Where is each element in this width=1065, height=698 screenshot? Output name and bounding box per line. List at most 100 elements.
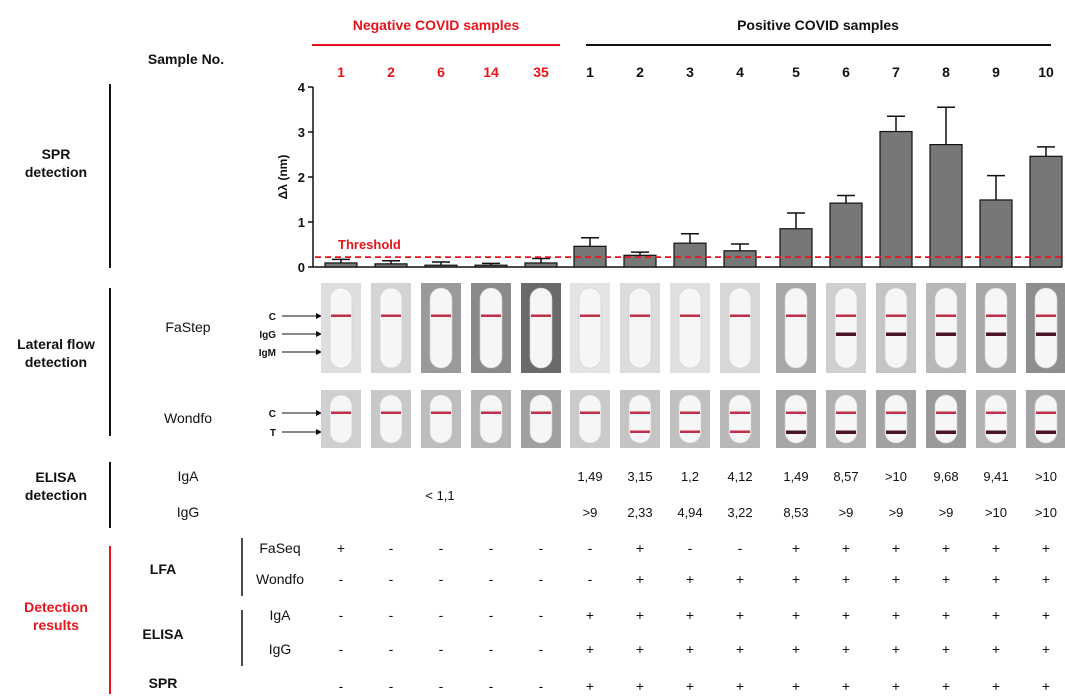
result-value: - [539,540,544,556]
result-value: - [339,607,344,623]
result-value: + [892,641,900,657]
lfa-strip-window [578,394,602,444]
lfa-row-label: FaStep [165,319,210,335]
lfa-strip [720,283,760,373]
result-value: - [339,641,344,657]
threshold-label: Threshold [338,237,401,252]
lfa-row-label: Wondfo [164,410,212,426]
result-value: - [489,678,494,694]
lfa-band [680,411,700,414]
result-value: + [942,540,950,556]
lfa-strip-window [529,287,553,369]
lfa-band [886,332,906,336]
lfa-band [531,411,551,414]
result-value: + [842,571,850,587]
lfa-strip [926,390,966,448]
bar [374,263,408,268]
result-value: + [736,607,744,623]
result-value: + [842,678,850,694]
lfa-band [786,411,806,414]
result-value: - [439,678,444,694]
result-value: - [389,607,394,623]
result-value: + [942,641,950,657]
lfa-band [836,430,856,434]
lfa-strip [926,283,966,373]
result-value: + [636,540,644,556]
lfa-marker-arrowhead [316,313,322,319]
result-value: - [439,641,444,657]
y-tick-label: 2 [298,170,305,185]
result-value: + [636,571,644,587]
elisa-value: 8,57 [833,469,858,484]
lfa-strip-window [678,287,702,369]
result-value: + [992,641,1000,657]
bar [723,250,757,268]
elisa-value: >10 [885,469,907,484]
result-value: - [389,540,394,556]
section-results: Detection results [24,546,111,694]
bar [324,262,358,268]
lfa-marker-label: IgG [259,330,276,341]
elisa-value: >10 [985,505,1007,520]
bar [929,144,963,268]
lfa-band [630,430,650,433]
lfa-strip-window [884,287,908,369]
elisa-value: >9 [839,505,854,520]
bar [879,130,913,268]
result-value: - [539,607,544,623]
sample-number: 2 [387,64,395,80]
lfa-strip-window [479,287,503,369]
lfa-strip-window [379,287,403,369]
lfa-strip-window [784,287,808,369]
result-value: - [489,540,494,556]
detection-results-table: LFA ELISA SPR FaSeq + - - - - - + - - + + + + + + Wondfo - - -… [142,538,1050,694]
result-value: + [792,641,800,657]
lfa-band [680,430,700,433]
lfa-band [431,314,451,317]
lfa-band [836,332,856,336]
lfa-strip [976,390,1016,448]
sample-number: 9 [992,64,1000,80]
lfa-band [1036,314,1056,317]
lfa-strip-window [934,287,958,369]
lfa-strip [1026,390,1065,448]
lfa-band [986,411,1006,414]
result-value: + [1042,641,1050,657]
result-row-label: IgG [269,641,292,657]
sample-number: 35 [533,64,549,80]
sample-number: 14 [483,64,499,80]
sample-number: 6 [437,64,445,80]
lfa-marker-arrowhead [316,429,322,435]
lfa-band [986,332,1006,336]
lfa-band [381,314,401,317]
lfa-band [786,430,806,434]
lfa-strip-window [479,394,503,444]
elisa-value: 8,53 [783,505,808,520]
result-value: + [686,607,694,623]
result-value: + [892,571,900,587]
sample-number: 10 [1038,64,1054,80]
result-group-label: SPR [149,675,178,691]
result-value: + [992,678,1000,694]
lfa-band [431,411,451,414]
lfa-strip [876,390,916,448]
sample-number: 3 [686,64,694,80]
spr-bar-chart: 0 1 2 3 4 Δλ (nm) Threshold [276,80,1063,275]
lfa-strip [521,283,561,373]
result-value: - [588,571,593,587]
lfa-strip [521,390,561,448]
sample-number: 5 [792,64,800,80]
result-value: - [439,607,444,623]
lfa-band [936,411,956,414]
result-value: - [339,571,344,587]
negative-group-label: Negative COVID samples [353,17,520,33]
elisa-value: >10 [1035,469,1057,484]
lfa-strip [776,283,816,373]
lfa-band [886,314,906,317]
result-value: + [736,641,744,657]
result-value: + [992,540,1000,556]
lfa-band [331,411,351,414]
result-value: + [992,571,1000,587]
